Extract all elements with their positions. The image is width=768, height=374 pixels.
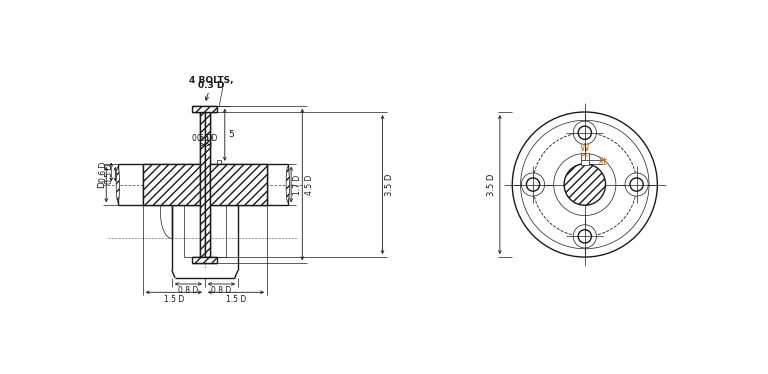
Text: D: D [97,181,106,188]
Circle shape [564,164,605,205]
Text: 4.5 D: 4.5 D [305,174,314,195]
Polygon shape [210,164,267,205]
Ellipse shape [286,167,290,202]
Text: W: W [580,142,590,153]
Text: 0.3 D: 0.3 D [198,81,224,90]
Circle shape [578,230,591,243]
Text: 0.6 D: 0.6 D [99,162,108,182]
Text: 0.5 D: 0.5 D [192,134,213,142]
Text: 1.5 D: 1.5 D [226,295,246,304]
Polygon shape [193,257,217,263]
Polygon shape [193,106,217,112]
Polygon shape [143,164,200,205]
Polygon shape [581,160,588,165]
Text: 5: 5 [228,130,233,139]
Circle shape [554,153,616,216]
Text: 3.5 D: 3.5 D [487,173,496,196]
Text: 0.8 D: 0.8 D [178,286,198,295]
Circle shape [578,126,591,140]
Circle shape [521,173,545,196]
Text: t: t [603,157,607,167]
Circle shape [521,120,649,249]
Text: 1.7 D: 1.7 D [293,174,303,194]
Text: 0.5 D: 0.5 D [197,134,218,142]
Text: 1.5 D: 1.5 D [164,295,184,304]
Circle shape [526,178,540,191]
Polygon shape [200,112,205,257]
Text: 4 BOLTS,: 4 BOLTS, [189,76,233,85]
Ellipse shape [116,167,120,202]
Circle shape [573,225,597,248]
Text: 0.5 D: 0.5 D [105,164,114,184]
Circle shape [512,112,657,257]
Text: 0.8 D: 0.8 D [211,286,232,295]
Circle shape [573,121,597,144]
Circle shape [625,173,648,196]
Polygon shape [205,112,210,257]
Circle shape [630,178,644,191]
Text: 3.5 D: 3.5 D [385,173,394,196]
